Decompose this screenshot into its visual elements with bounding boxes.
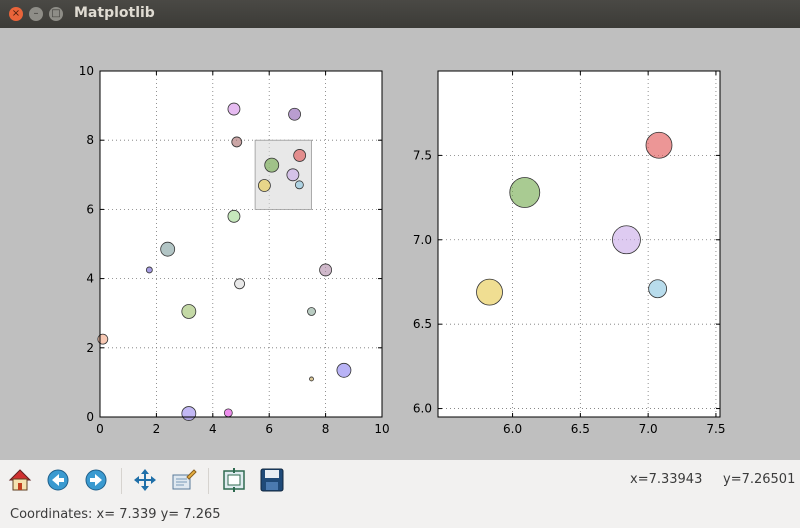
scatter-point [160,241,176,257]
y-tick-label: 6.5 [413,317,432,331]
scatter-point [234,278,245,290]
scatter-point [293,149,307,162]
close-icon[interactable]: × [9,7,23,21]
pan-button[interactable] [131,466,159,494]
toolbar-separator [121,468,122,494]
y-tick-label: 2 [86,341,94,355]
x-tick-label: 7.0 [639,422,658,436]
back-arrow-icon [47,469,69,491]
forward-button[interactable] [82,466,110,494]
home-button[interactable] [6,466,34,494]
scatter-point [223,408,233,418]
axes-background-2 [438,71,720,417]
y-tick-label: 6 [86,202,94,216]
scatter-point [509,177,541,208]
scatter-point [645,131,673,159]
y-tick-label: 4 [86,272,94,286]
scatter-point [288,107,301,121]
y-tick-label: 7.5 [413,148,432,162]
axes-background-1 [100,71,382,417]
scatter-point [286,168,300,182]
maximize-icon[interactable]: □ [49,7,63,21]
scatter-point [97,333,109,345]
toolbar-separator [208,468,209,494]
x-tick-label: 6.5 [571,422,590,436]
scatter-point [145,266,153,274]
zoom-rect-icon [172,469,197,490]
scatter-point [476,278,503,306]
x-tick-label: 0 [96,422,104,436]
y-tick-label: 10 [79,64,94,78]
save-icon [260,468,284,492]
title-bar: × – □ Matplotlib [0,0,800,28]
scatter-point [264,157,280,173]
window-title: Matplotlib [74,5,155,21]
back-button[interactable] [44,466,72,494]
scatter-point [648,279,668,299]
axes-frame-1 [99,70,383,418]
home-icon [8,469,32,491]
forward-arrow-icon [85,469,107,491]
x-tick-label: 10 [374,422,389,436]
scatter-point [258,179,271,192]
save-button[interactable] [258,466,286,494]
figure-svg[interactable]: 0 2 4 6 8 10 0 2 4 6 8 10 6.0 6.5 7.0 7.5 6.0 6.5 7.0 7.5 [0,28,800,460]
scatter-point [227,102,241,116]
status-bar: Coordinates: x= 7.339 y= 7.265 [0,502,800,528]
x-tick-label: 6 [265,422,273,436]
minimize-icon[interactable]: – [29,7,43,21]
status-text: Coordinates: x= 7.339 y= 7.265 [10,507,221,522]
scatter-point [309,376,314,382]
scatter-point [336,362,352,378]
coordinates-readout: x=7.33943 y=7.26501 [630,472,796,487]
x-tick-label: 8 [322,422,330,436]
y-tick-label: 7.0 [413,233,432,247]
x-tick-label: 7.5 [706,422,725,436]
axes-frame-2 [437,70,721,418]
move-icon [134,469,156,491]
scatter-point [294,180,304,190]
x-tick-label: 4 [209,422,217,436]
scatter-point [612,225,641,255]
y-tick-label: 8 [86,133,94,147]
y-tick-label: 0 [86,410,94,424]
figure-canvas[interactable]: 0 2 4 6 8 10 0 2 4 6 8 10 6.0 6.5 7.0 7.5 6.0 6.5 7.0 7.5 [0,28,800,460]
x-tick-label: 6.0 [503,422,522,436]
scatter-point [319,263,333,277]
subplots-icon [223,468,245,492]
y-tick-label: 6.0 [413,402,432,416]
scatter-point [231,136,243,148]
scatter-point [227,209,241,223]
x-tick-label: 2 [153,422,161,436]
scatter-point [181,304,197,319]
zoom-button[interactable] [169,466,197,494]
scatter-point [307,307,316,316]
subplots-button[interactable] [220,466,248,494]
toolbar: x=7.33943 y=7.26501 [0,460,800,502]
scatter-point [181,406,197,421]
